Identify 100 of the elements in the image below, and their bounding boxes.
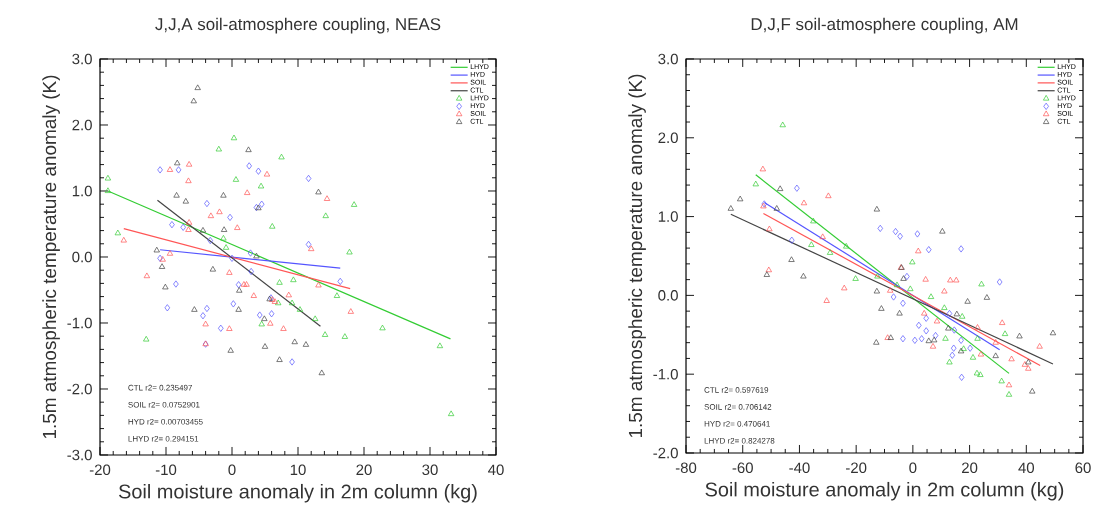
point — [200, 312, 206, 320]
point — [315, 281, 322, 288]
point — [288, 299, 296, 306]
point — [983, 294, 991, 300]
point — [974, 335, 981, 341]
point — [162, 283, 169, 290]
point — [104, 187, 112, 193]
point — [923, 314, 929, 322]
point — [921, 309, 928, 316]
point — [289, 358, 295, 366]
y-tick-label: 0.0 — [72, 251, 92, 263]
point — [737, 195, 744, 202]
point — [978, 280, 985, 287]
point — [240, 281, 248, 287]
point — [275, 299, 282, 306]
point — [773, 205, 780, 211]
point — [333, 292, 341, 298]
y-tick-label: -2.0 — [653, 447, 678, 459]
point — [234, 224, 241, 230]
point — [158, 263, 166, 269]
point — [1021, 361, 1029, 367]
point — [964, 298, 971, 304]
y-tick-label: -1.0 — [653, 368, 678, 380]
point — [268, 310, 275, 318]
point — [215, 145, 222, 152]
point — [1001, 330, 1009, 336]
point — [825, 192, 832, 199]
point — [207, 212, 215, 219]
point — [727, 205, 734, 211]
point — [258, 200, 265, 208]
point — [843, 242, 850, 249]
chart-title: D,J,F soil-atmosphere coupling, AM — [751, 17, 1018, 34]
point — [909, 258, 916, 265]
point — [322, 212, 329, 219]
point — [878, 305, 885, 311]
point — [199, 227, 207, 233]
point — [759, 165, 766, 172]
point — [914, 230, 921, 238]
point — [305, 240, 312, 248]
point — [941, 304, 948, 310]
point — [175, 166, 182, 174]
point — [912, 336, 918, 344]
point — [1025, 358, 1032, 365]
point — [302, 341, 310, 347]
point — [253, 252, 260, 259]
point — [1005, 381, 1013, 388]
point — [890, 293, 897, 301]
point — [916, 321, 922, 329]
point — [194, 84, 201, 90]
point — [346, 248, 353, 255]
y-tick-label: 2.0 — [72, 119, 92, 131]
point — [261, 343, 269, 349]
point — [232, 176, 240, 182]
point — [185, 226, 192, 232]
x-tick-label: -20 — [89, 464, 111, 476]
point — [120, 236, 127, 243]
point — [291, 338, 298, 345]
x-tick-label: -60 — [732, 462, 753, 474]
point — [946, 358, 953, 365]
x-axis-title: Soil moisture anomaly in 2m column (kg) — [118, 483, 477, 503]
y-axis-title: 1.5m atmospheric temperature anomaly (K) — [42, 75, 60, 439]
point — [1036, 343, 1043, 349]
point — [977, 371, 984, 377]
point — [246, 162, 252, 170]
y-axis-title: 1.5m atmospheric temperature anomaly (K) — [628, 74, 646, 438]
point — [996, 278, 1003, 286]
point — [958, 336, 964, 344]
point — [950, 344, 957, 352]
point — [927, 293, 935, 299]
point — [893, 281, 901, 288]
y-tick-label: 1.0 — [72, 185, 92, 197]
point — [959, 313, 966, 319]
point — [918, 335, 925, 343]
chart-title: J,J,A soil-atmosphere coupling, NEAS — [155, 17, 441, 34]
point — [819, 233, 826, 240]
point — [794, 184, 800, 192]
x-axis-title: Soil moisture anomaly in 2m column (kg) — [705, 481, 1064, 501]
y-tick-label: -2.0 — [67, 383, 92, 395]
point — [945, 324, 952, 331]
point — [800, 199, 808, 206]
point — [173, 280, 179, 288]
point — [229, 254, 235, 262]
point — [285, 291, 292, 298]
point — [992, 339, 999, 345]
point — [278, 153, 285, 160]
point — [922, 276, 929, 282]
point — [958, 373, 965, 381]
point — [951, 326, 958, 334]
point — [220, 192, 227, 198]
point — [969, 354, 977, 360]
y-tick-label: 0.0 — [658, 290, 678, 301]
y-tick-label: -3.0 — [67, 449, 92, 461]
point — [1008, 355, 1015, 362]
point — [926, 246, 932, 254]
point — [874, 272, 881, 279]
point — [164, 304, 171, 312]
point — [763, 271, 770, 277]
point — [810, 217, 817, 224]
point — [255, 167, 262, 175]
point — [347, 308, 354, 314]
